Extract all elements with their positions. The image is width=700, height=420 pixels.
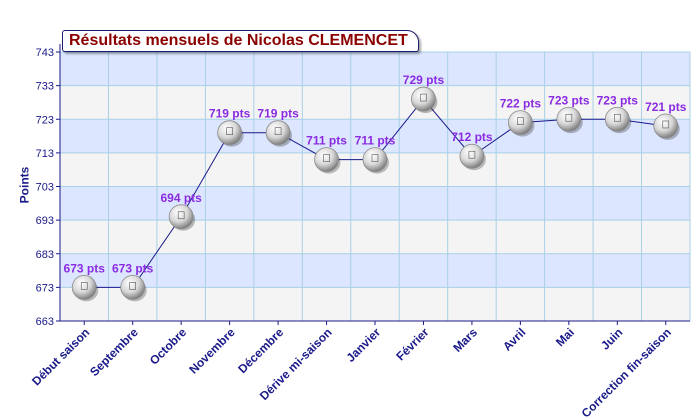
y-tick-label: 693 (36, 215, 54, 227)
data-point-marker (71, 274, 99, 302)
marker-emblem (371, 154, 379, 162)
plot-band (60, 85, 690, 120)
y-tick-label: 673 (36, 282, 54, 294)
marker-ball (507, 110, 533, 136)
data-label: 673 pts (64, 261, 106, 275)
x-tick-label: Février (393, 325, 431, 363)
plot-band (60, 220, 690, 254)
data-label: 719 pts (209, 107, 251, 121)
y-tick-label: 683 (36, 249, 54, 261)
data-label: 711 pts (306, 134, 347, 148)
marker-emblem (420, 93, 427, 102)
x-tick-label: Juin (598, 325, 625, 352)
y-tick-label: 733 (36, 81, 54, 93)
data-point-marker (362, 147, 389, 174)
marker-emblem (468, 150, 476, 159)
x-tick-label: Novembre (186, 325, 238, 377)
y-tick-label: 743 (36, 47, 54, 59)
marker-ball (556, 106, 582, 132)
marker-ball (653, 113, 679, 139)
marker-ball (604, 106, 630, 132)
data-label: 711 pts (355, 134, 396, 148)
data-label: 673 pts (112, 261, 154, 275)
axes (56, 44, 690, 325)
data-point-marker (411, 86, 438, 114)
plot-band (60, 287, 690, 321)
marker-emblem (129, 282, 136, 290)
data-point-marker (120, 274, 147, 302)
data-label: 729 pts (403, 73, 445, 87)
y-tick-label: 663 (36, 316, 54, 328)
marker-ball (217, 120, 243, 146)
data-point-marker (653, 113, 680, 140)
y-tick-label: 703 (36, 182, 54, 194)
data-label: 721 pts (645, 100, 687, 114)
marker-ball (71, 274, 97, 300)
data-label: 722 pts (500, 97, 542, 111)
data-point-marker (265, 120, 293, 147)
marker-ball (168, 204, 194, 230)
y-tick-labels: 663 673 683 693 703 713 723 733 743 (36, 47, 54, 328)
data-label: 719 pts (257, 107, 299, 121)
x-tick-label: Janvier (344, 325, 384, 365)
y-axis-label: Points (17, 166, 32, 204)
data-point-marker (314, 147, 341, 174)
data-label: 712 pts (451, 130, 493, 144)
data-point-marker (168, 204, 196, 231)
y-tick-label: 723 (36, 114, 54, 126)
y-tick-label: 713 (36, 148, 54, 160)
marker-emblem (177, 211, 185, 220)
data-point-marker (217, 120, 244, 147)
chart-title: Résultats mensuels de Nicolas CLEMENCET (62, 30, 419, 52)
marker-emblem (565, 113, 573, 122)
marker-ball (120, 274, 146, 300)
marker-emblem (614, 113, 621, 122)
x-tick-label: Décembre (235, 325, 286, 376)
x-tick-label: Avril (500, 325, 528, 353)
plot-band (60, 186, 690, 221)
marker-ball (314, 147, 339, 173)
plot-band (60, 52, 690, 86)
marker-emblem (274, 127, 282, 135)
x-tick-label: Début saison (29, 325, 92, 388)
marker-ball (362, 147, 388, 173)
marker-emblem (323, 154, 330, 162)
data-labels: 673 pts 673 pts 694 pts 719 pts 719 pts 711 p… (64, 73, 687, 275)
x-tick-label: Octobre (147, 325, 190, 368)
x-tick-label: Mars (450, 325, 480, 355)
marker-emblem (662, 120, 670, 129)
data-markers (71, 86, 680, 302)
marker-emblem (226, 127, 233, 135)
marker-emblem (517, 117, 524, 125)
data-label: 694 pts (160, 191, 202, 205)
data-point-marker (556, 106, 583, 134)
plot-band (60, 253, 690, 288)
marker-ball (265, 120, 291, 146)
data-label: 723 pts (597, 93, 639, 107)
data-label: 723 pts (548, 93, 590, 107)
data-point-marker (459, 143, 486, 171)
x-tick-label: Septembre (87, 325, 141, 379)
x-tick-label: Mai (553, 325, 577, 349)
data-point-marker (604, 106, 632, 134)
x-tick-label: Correction fin-saison (579, 325, 674, 420)
marker-ball (459, 143, 485, 169)
data-point-marker (507, 110, 535, 137)
marker-emblem (80, 282, 88, 290)
marker-ball (411, 86, 436, 112)
